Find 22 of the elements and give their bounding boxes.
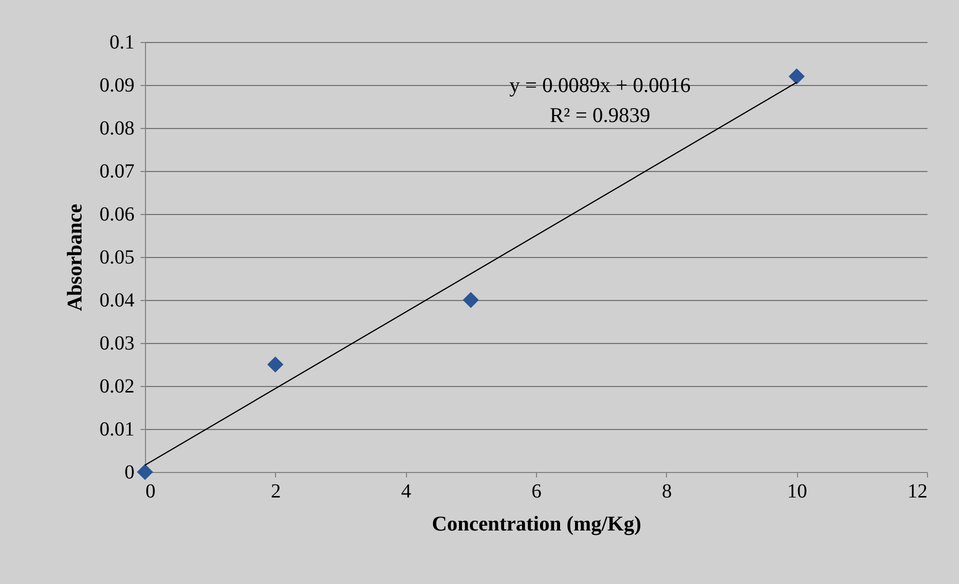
x-axis-title: Concentration (mg/Kg): [432, 512, 642, 536]
annotation: R² = 0.9839: [550, 103, 650, 127]
y-tick-label: 0.06: [100, 204, 134, 226]
y-tick-label: 0.08: [100, 118, 134, 140]
y-tick-label: 0.09: [100, 74, 134, 96]
x-tick-label: 4: [401, 480, 412, 502]
x-tick-label: 2: [270, 480, 281, 502]
y-tick-label: 0.03: [100, 332, 134, 354]
y-tick-label: 0.05: [100, 246, 134, 268]
annotation: y = 0.0089x + 0.0016: [509, 73, 691, 97]
y-tick-label: 0.04: [100, 290, 134, 312]
y-tick-label: 0.01: [100, 418, 134, 440]
x-tick-label: 12: [908, 480, 928, 502]
x-tick-label: 10: [787, 480, 808, 502]
x-tick-label: 8: [662, 480, 672, 502]
x-tick-label: 6: [532, 480, 542, 502]
y-tick-label: 0.1: [110, 32, 134, 54]
x-tick-label: 0: [146, 480, 156, 502]
y-tick-label: 0: [124, 462, 134, 484]
y-tick-label: 0.07: [100, 160, 134, 182]
y-tick-label: 0.02: [100, 376, 134, 398]
y-axis-title: Absorbance: [62, 204, 86, 312]
